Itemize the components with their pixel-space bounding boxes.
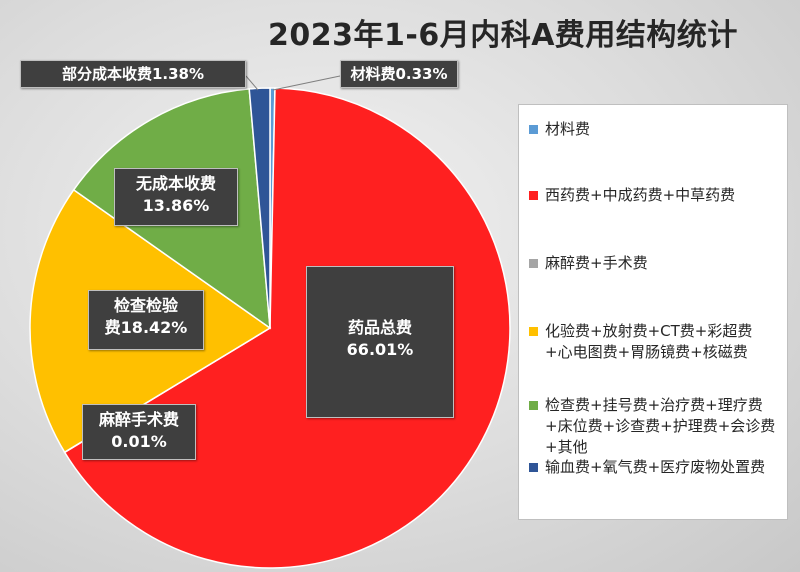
legend-swatch [529, 125, 538, 134]
legend-item-material: 材料费 [529, 119, 779, 140]
chart-title: 2023年1-6月内科A费用结构统计 [268, 18, 738, 53]
chart-legend: 材料费 西药费+中成药费+中草药费 麻醉费+手术费 化验费+放射费+CT费+彩超… [518, 104, 788, 520]
data-label-exam-test: 检查检验 费18.42% [88, 290, 204, 350]
data-label-partial-cost: 部分成本收费1.38% [20, 60, 246, 88]
legend-item-anesthesia: 麻醉费+手术费 [529, 253, 779, 274]
legend-swatch [529, 327, 538, 336]
legend-item-lab-imaging: 化验费+放射费+CT费+彩超费+心电图费+胃肠镜费+核磁费 [529, 321, 779, 363]
leader-line-material [272, 75, 341, 91]
data-label-material: 材料费0.33% [340, 60, 458, 88]
data-label-drug-total: 药品总费 66.01% [306, 266, 454, 418]
data-label-no-cost: 无成本收费 13.86% [114, 168, 238, 226]
leader-line-partial-cost [245, 75, 259, 91]
legend-item-drugs: 西药费+中成药费+中草药费 [529, 185, 779, 206]
legend-swatch [529, 463, 538, 472]
legend-swatch [529, 191, 538, 200]
legend-item-transfusion: 输血费+氧气费+医疗废物处置费 [529, 457, 779, 478]
legend-swatch [529, 259, 538, 268]
legend-swatch [529, 401, 538, 410]
pie-slice-partial-cost [248, 87, 271, 329]
data-label-anesthesia: 麻醉手术费 0.01% [82, 404, 196, 460]
legend-item-exam-other: 检查费+挂号费+治疗费+理疗费+床位费+诊查费+护理费+会诊费+其他 [529, 395, 779, 458]
